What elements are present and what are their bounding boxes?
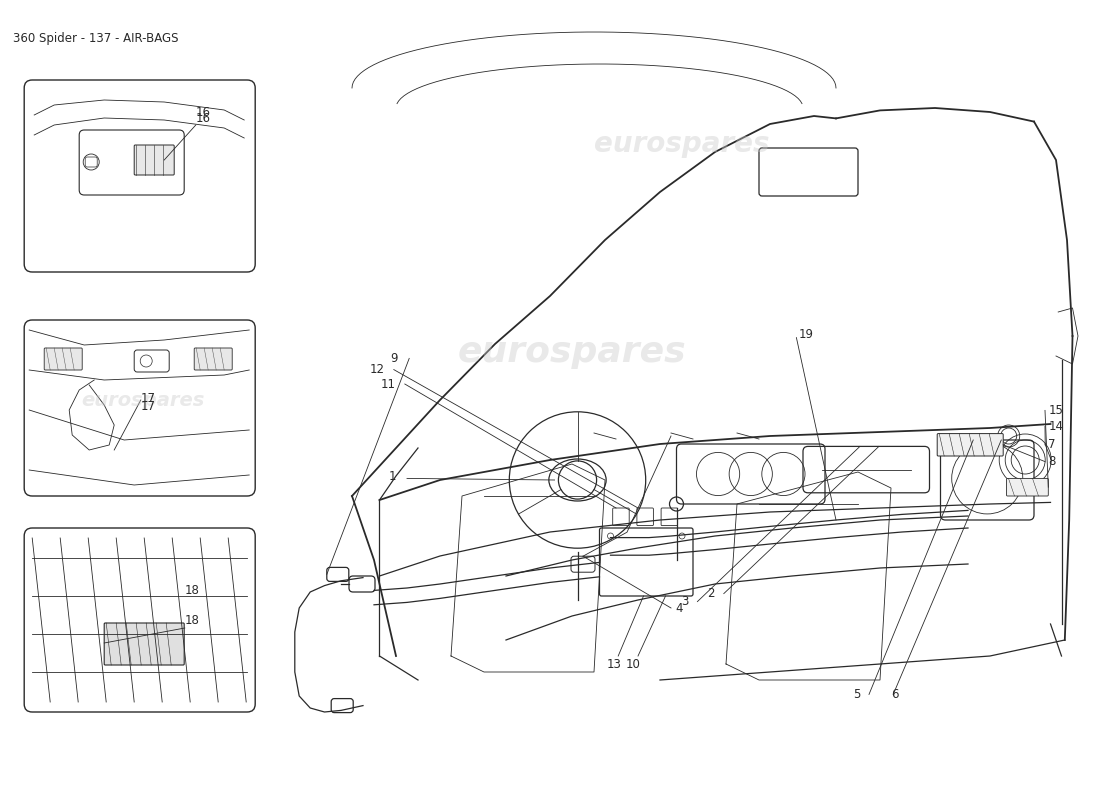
Text: 13: 13	[606, 658, 621, 670]
FancyBboxPatch shape	[195, 348, 232, 370]
Text: 14: 14	[1048, 420, 1064, 433]
Text: eurospares: eurospares	[458, 335, 686, 369]
Text: 9: 9	[390, 352, 398, 365]
Text: 17: 17	[141, 399, 156, 413]
Text: 8: 8	[1048, 455, 1056, 468]
Text: 16: 16	[196, 106, 211, 119]
Text: eurospares: eurospares	[81, 390, 205, 410]
Text: 10: 10	[626, 658, 641, 670]
FancyBboxPatch shape	[134, 145, 174, 175]
FancyBboxPatch shape	[104, 623, 184, 665]
Text: 18: 18	[185, 614, 200, 626]
Text: 3: 3	[681, 595, 689, 608]
Text: eurospares: eurospares	[594, 130, 770, 158]
FancyBboxPatch shape	[937, 434, 1003, 456]
Text: 12: 12	[370, 363, 385, 376]
Text: 2: 2	[707, 587, 715, 600]
FancyBboxPatch shape	[1006, 478, 1048, 496]
Text: 15: 15	[1048, 404, 1064, 417]
Text: 19: 19	[799, 328, 814, 341]
Text: 360 Spider - 137 - AIR-BAGS: 360 Spider - 137 - AIR-BAGS	[13, 32, 178, 45]
Text: 17: 17	[141, 391, 156, 405]
Text: 1: 1	[388, 470, 396, 483]
Text: 4: 4	[675, 602, 683, 614]
Text: 7: 7	[1048, 438, 1056, 450]
FancyBboxPatch shape	[44, 348, 82, 370]
Text: 11: 11	[381, 378, 396, 390]
Text: 18: 18	[185, 584, 200, 597]
Text: 6: 6	[891, 688, 899, 701]
Text: 5: 5	[852, 688, 860, 701]
Text: 16: 16	[196, 111, 211, 125]
